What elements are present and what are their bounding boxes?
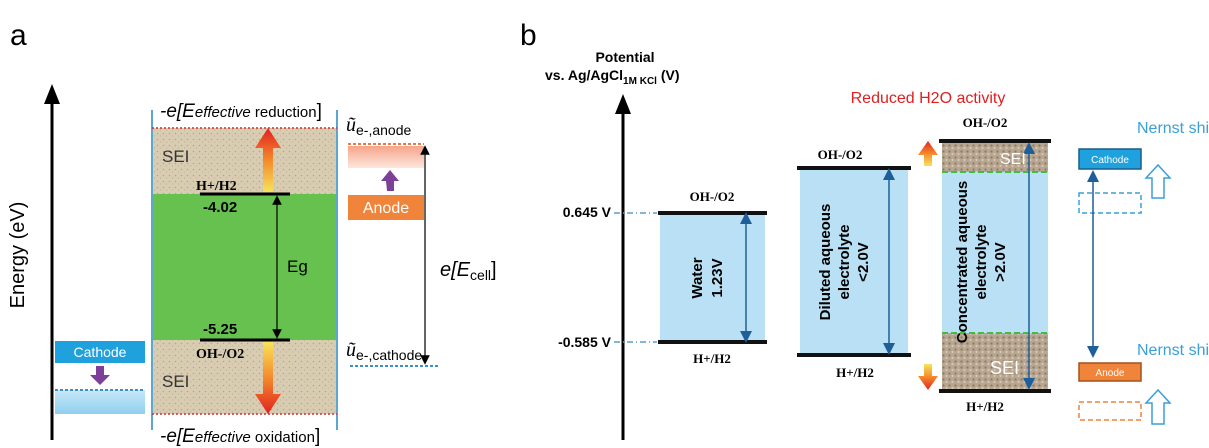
anode-label: Anode	[363, 200, 409, 217]
concentrated-label-line1: Concentrated aqueous	[954, 181, 971, 344]
oxidation-gradient-arrow	[255, 342, 281, 414]
nernst-top-label: Nernst shift	[1137, 120, 1209, 137]
cathode-fermi-band	[55, 390, 145, 414]
oh-couple-label: OH-/O2	[196, 347, 244, 362]
diluted-label-line1: Diluted aqueous	[817, 204, 834, 321]
potential-axis-title-line2: vs. Ag/AgCl1M KCl (V)	[545, 67, 680, 87]
concentrated-down-arrow	[918, 364, 938, 390]
sei-bottom-label: SEI	[162, 372, 189, 391]
nernst-bottom-label: Nernst shift	[1137, 342, 1209, 359]
potential-axis-arrow	[615, 94, 631, 114]
tick-low-label: -0.585 V	[558, 334, 612, 350]
concentrated-sei-top	[942, 143, 1048, 172]
diluted-top-couple: OH-/O2	[818, 147, 863, 162]
energy-axis-arrow	[44, 84, 60, 104]
anode-fermi-band	[348, 146, 424, 168]
water-voltage: 1.23V	[709, 258, 726, 297]
cell-voltage-label: e[Ecell]	[440, 259, 497, 283]
concentrated-voltage: >2.0V	[992, 242, 1009, 282]
effective-oxidation-label: -e[Eeffective oxidation]	[160, 426, 320, 447]
diluted-voltage: <2.0V	[855, 242, 872, 282]
panel-a-label: a	[10, 19, 27, 52]
concentrated-up-arrow	[918, 141, 938, 166]
reduced-activity-label: Reduced H2O activity	[851, 90, 1006, 107]
effective-reduction-label: -e[Eeffective reduction]	[160, 101, 322, 122]
anode-shifted-label: Anode	[1096, 368, 1125, 379]
cathode-label: Cathode	[74, 344, 127, 360]
potential-axis-title-line1: Potential	[595, 49, 654, 65]
cathode-shifted-label: Cathode	[1091, 155, 1129, 166]
anode-shifted	[1078, 362, 1142, 382]
anode-original	[1078, 401, 1142, 421]
oh-value: -5.25	[203, 321, 237, 338]
energy-axis-label: Energy (eV)	[7, 202, 29, 309]
concentrated-sei-top-label: SEI	[1000, 151, 1026, 168]
sei-top-label: SEI	[162, 147, 189, 166]
cathode-down-arrow	[90, 366, 110, 385]
anode-shift-arrow	[1144, 388, 1172, 425]
concentrated-label-line2: electrolyte	[973, 224, 990, 299]
cathode-block	[55, 341, 145, 363]
cathode-shifted	[1078, 148, 1142, 170]
diluted-label-line2: electrolyte	[836, 224, 853, 299]
cathode-original	[1078, 192, 1142, 214]
diluted-bottom-couple: H+/H2	[836, 365, 874, 380]
anode-block	[348, 195, 424, 220]
cathode-shift-arrow	[1144, 163, 1172, 199]
concentrated-top-couple: OH-/O2	[963, 115, 1008, 130]
eg-label: Eg	[287, 257, 308, 276]
reduction-gradient-arrow	[255, 128, 281, 192]
water-top-couple: OH-/O2	[690, 189, 735, 204]
stability-window	[152, 194, 337, 340]
cathode-potential-label: ũe-,cathode	[346, 339, 422, 363]
concentrated-bottom-couple: H+/H2	[966, 399, 1004, 414]
anode-potential-label: ũe-,anode	[346, 114, 411, 138]
anode-up-arrow	[381, 170, 399, 191]
panel-b-label: b	[520, 19, 537, 52]
concentrated-sei-bottom-label: SEI	[990, 358, 1019, 378]
h-value: -4.02	[203, 199, 237, 216]
water-label: Water	[689, 257, 706, 298]
h-couple-label: H+/H2	[196, 179, 237, 194]
sei-bottom-region	[152, 340, 337, 414]
tick-high-label: 0.645 V	[563, 204, 612, 220]
water-bottom-couple: H+/H2	[693, 351, 731, 366]
sei-top-region	[152, 128, 337, 194]
